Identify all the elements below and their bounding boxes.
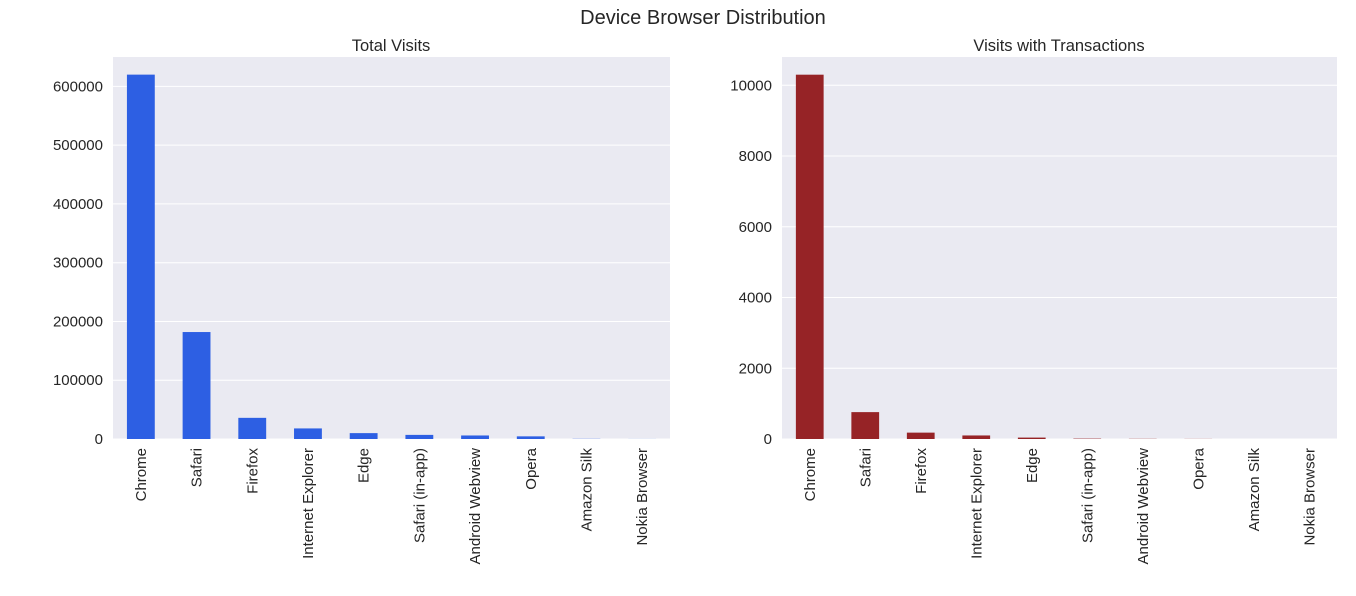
y-tick-label-total-visits-4: 400000	[53, 196, 103, 213]
chart-visits-with-transactions: 0 2000 4000 6000 8000 10000 Chrome Safari Firef…	[730, 37, 1337, 564]
x-tick-label-total-visits-nokia-browser: Nokia Browser	[634, 448, 651, 546]
bar-total-visits-chrome	[126, 74, 155, 439]
x-tick-label-visits-with-transactions-android-webview: Android Webview	[1135, 448, 1152, 565]
x-tick-label-visits-with-transactions-amazon-silk: Amazon Silk	[1246, 448, 1263, 532]
x-tick-label-visits-with-transactions-safari: Safari	[857, 448, 874, 487]
bar-visits-with-transactions-firefox	[906, 432, 935, 439]
y-tick-label-visits-with-transactions-5: 10000	[730, 77, 772, 94]
bar-visits-with-transactions-safari	[851, 412, 880, 439]
chart-title-total-visits: Total Visits	[352, 37, 431, 55]
x-tick-label-total-visits-safari-in-app: Safari (in-app)	[411, 448, 428, 543]
x-tick-label-total-visits-android-webview: Android Webview	[467, 448, 484, 565]
x-tick-label-visits-with-transactions-firefox: Firefox	[913, 448, 930, 494]
x-tick-label-total-visits-opera: Opera	[523, 447, 540, 489]
x-tick-label-visits-with-transactions-internet-explorer: Internet Explorer	[968, 448, 985, 559]
bar-visits-with-transactions-internet-explorer	[962, 435, 991, 439]
y-tick-label-visits-with-transactions-3: 6000	[739, 219, 772, 236]
y-tick-label-total-visits-6: 600000	[53, 78, 103, 95]
x-tick-label-visits-with-transactions-nokia-browser: Nokia Browser	[1301, 448, 1318, 546]
x-tick-label-visits-with-transactions-chrome: Chrome	[802, 448, 819, 501]
bar-total-visits-android-webview	[461, 435, 489, 439]
y-tick-label-total-visits-2: 200000	[53, 313, 103, 330]
x-ticks-visits-with-transactions: Chrome Safari Firefox Internet Explorer Edge…	[802, 447, 1319, 564]
bar-total-visits-edge	[349, 433, 378, 439]
bar-total-visits-safari	[182, 332, 211, 439]
x-tick-label-total-visits-firefox: Firefox	[244, 448, 261, 494]
bars-visits-with-transactions	[795, 74, 1213, 440]
x-tick-label-visits-with-transactions-edge: Edge	[1024, 448, 1041, 483]
x-tick-label-visits-with-transactions-safari-in-app: Safari (in-app)	[1079, 448, 1096, 543]
x-tick-label-total-visits-amazon-silk: Amazon Silk	[578, 448, 595, 532]
y-tick-label-total-visits-1: 100000	[53, 372, 103, 389]
y-tick-label-total-visits-0: 0	[95, 431, 103, 448]
y-tick-label-visits-with-transactions-4: 8000	[739, 148, 772, 165]
y-tick-label-visits-with-transactions-0: 0	[764, 431, 772, 448]
bar-total-visits-safari-in-app	[405, 434, 434, 439]
bar-total-visits-internet-explorer	[294, 428, 322, 439]
x-tick-label-total-visits-safari: Safari	[189, 448, 206, 487]
bar-total-visits-firefox	[238, 417, 267, 439]
y-tick-label-total-visits-3: 300000	[53, 255, 103, 272]
chart-total-visits: 0 100000 200000 300000 400000 500000 600000 Ch…	[53, 37, 670, 564]
figure-title: Device Browser Distribution	[580, 7, 826, 29]
y-ticks-total-visits: 0 100000 200000 300000 400000 500000 600000	[53, 78, 103, 448]
bars-total-visits	[126, 74, 657, 439]
bar-visits-with-transactions-edge	[1017, 437, 1046, 439]
chart-title-visits-with-transactions: Visits with Transactions	[973, 37, 1144, 55]
x-tick-label-total-visits-internet-explorer: Internet Explorer	[300, 448, 317, 559]
x-ticks-total-visits: Chrome Safari Firefox Internet Explorer Edge…	[133, 447, 651, 564]
x-tick-label-visits-with-transactions-opera: Opera	[1190, 447, 1207, 489]
y-tick-label-visits-with-transactions-2: 4000	[739, 290, 772, 307]
x-tick-label-total-visits-edge: Edge	[356, 448, 373, 483]
y-tick-label-total-visits-5: 500000	[53, 137, 103, 154]
x-tick-label-total-visits-chrome: Chrome	[133, 448, 150, 501]
bar-visits-with-transactions-chrome	[795, 74, 824, 440]
bar-total-visits-opera	[516, 436, 545, 439]
y-ticks-visits-with-transactions: 0 2000 4000 6000 8000 10000	[730, 77, 772, 448]
y-tick-label-visits-with-transactions-1: 2000	[739, 360, 772, 377]
plot-area-visits-with-transactions	[782, 57, 1337, 439]
